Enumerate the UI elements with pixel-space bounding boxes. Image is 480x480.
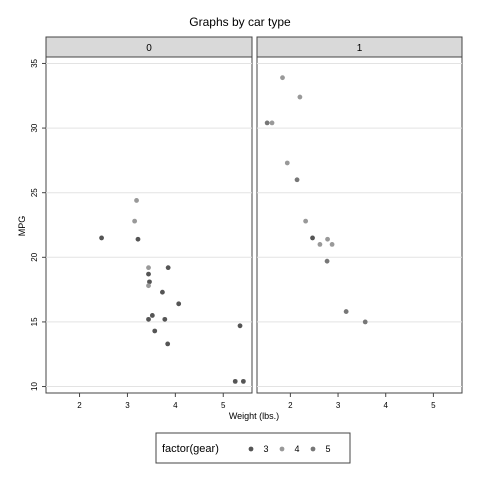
plot-area xyxy=(256,56,463,394)
y-axis-label: MPG xyxy=(17,216,27,237)
x-axis-label: Weight (lbs.) xyxy=(229,411,279,421)
facet-panels: 0 2 3 4 5 1 2 3 4 5 xyxy=(45,36,463,410)
data-point xyxy=(146,316,151,322)
y-tick-label: 35 xyxy=(30,58,39,67)
x-tick-label: 2 xyxy=(288,401,293,410)
data-point xyxy=(134,198,139,203)
x-tick-label: 2 xyxy=(77,401,82,410)
facet-strip-label: 1 xyxy=(357,43,363,54)
data-point xyxy=(237,323,243,329)
legend-title: factor(gear) xyxy=(162,443,219,455)
data-point xyxy=(146,265,151,271)
data-point xyxy=(362,319,368,325)
data-point xyxy=(280,75,285,81)
x-tick-label: 5 xyxy=(221,401,226,410)
data-point xyxy=(160,289,165,295)
x-tick-label: 4 xyxy=(383,401,388,410)
data-point xyxy=(329,241,335,247)
data-point xyxy=(162,316,168,322)
legend-marker-3 xyxy=(248,446,254,452)
data-point xyxy=(99,235,104,241)
data-point xyxy=(264,120,270,126)
x-tick-label: 3 xyxy=(125,401,130,410)
legend-label-5: 5 xyxy=(325,444,330,454)
data-point xyxy=(146,271,151,277)
data-point xyxy=(317,241,323,247)
facet-strip-label: 0 xyxy=(146,43,152,54)
plot-area xyxy=(45,56,253,394)
data-point xyxy=(149,313,155,318)
legend-label-3: 3 xyxy=(263,444,268,454)
data-point xyxy=(176,301,182,307)
y-tick-label: 20 xyxy=(30,252,39,261)
data-point xyxy=(310,235,315,241)
data-point xyxy=(284,160,290,166)
data-point xyxy=(147,279,152,285)
data-point xyxy=(343,309,349,314)
data-point xyxy=(240,378,246,384)
facet-panel-0: 0 2 3 4 5 xyxy=(45,36,253,410)
chart-title: Graphs by car type xyxy=(189,15,291,29)
legend-marker-4 xyxy=(279,446,285,452)
x-tick-label: 4 xyxy=(173,401,178,410)
data-point xyxy=(152,328,158,334)
data-point xyxy=(324,258,330,264)
data-point xyxy=(297,94,303,100)
data-point xyxy=(135,236,141,242)
data-point xyxy=(165,265,171,271)
legend-label-4: 4 xyxy=(294,444,299,454)
y-axis: 10 15 20 25 30 35 xyxy=(30,58,46,391)
x-tick-label: 5 xyxy=(431,401,436,410)
data-point xyxy=(146,283,151,289)
y-tick-label: 15 xyxy=(30,317,39,326)
x-tick-label: 3 xyxy=(336,401,341,410)
y-tick-label: 10 xyxy=(30,382,39,391)
data-point xyxy=(165,341,171,347)
data-point xyxy=(325,236,330,242)
data-point xyxy=(303,218,309,224)
y-tick-label: 25 xyxy=(30,188,39,197)
legend-marker-5 xyxy=(310,446,316,452)
data-point xyxy=(294,177,300,183)
legend: factor(gear) 3 4 5 xyxy=(155,432,351,464)
y-tick-label: 30 xyxy=(30,123,39,132)
facet-panel-1: 1 2 3 4 5 xyxy=(256,36,463,410)
data-point xyxy=(132,218,138,224)
data-point xyxy=(232,378,238,384)
data-point xyxy=(269,120,275,126)
